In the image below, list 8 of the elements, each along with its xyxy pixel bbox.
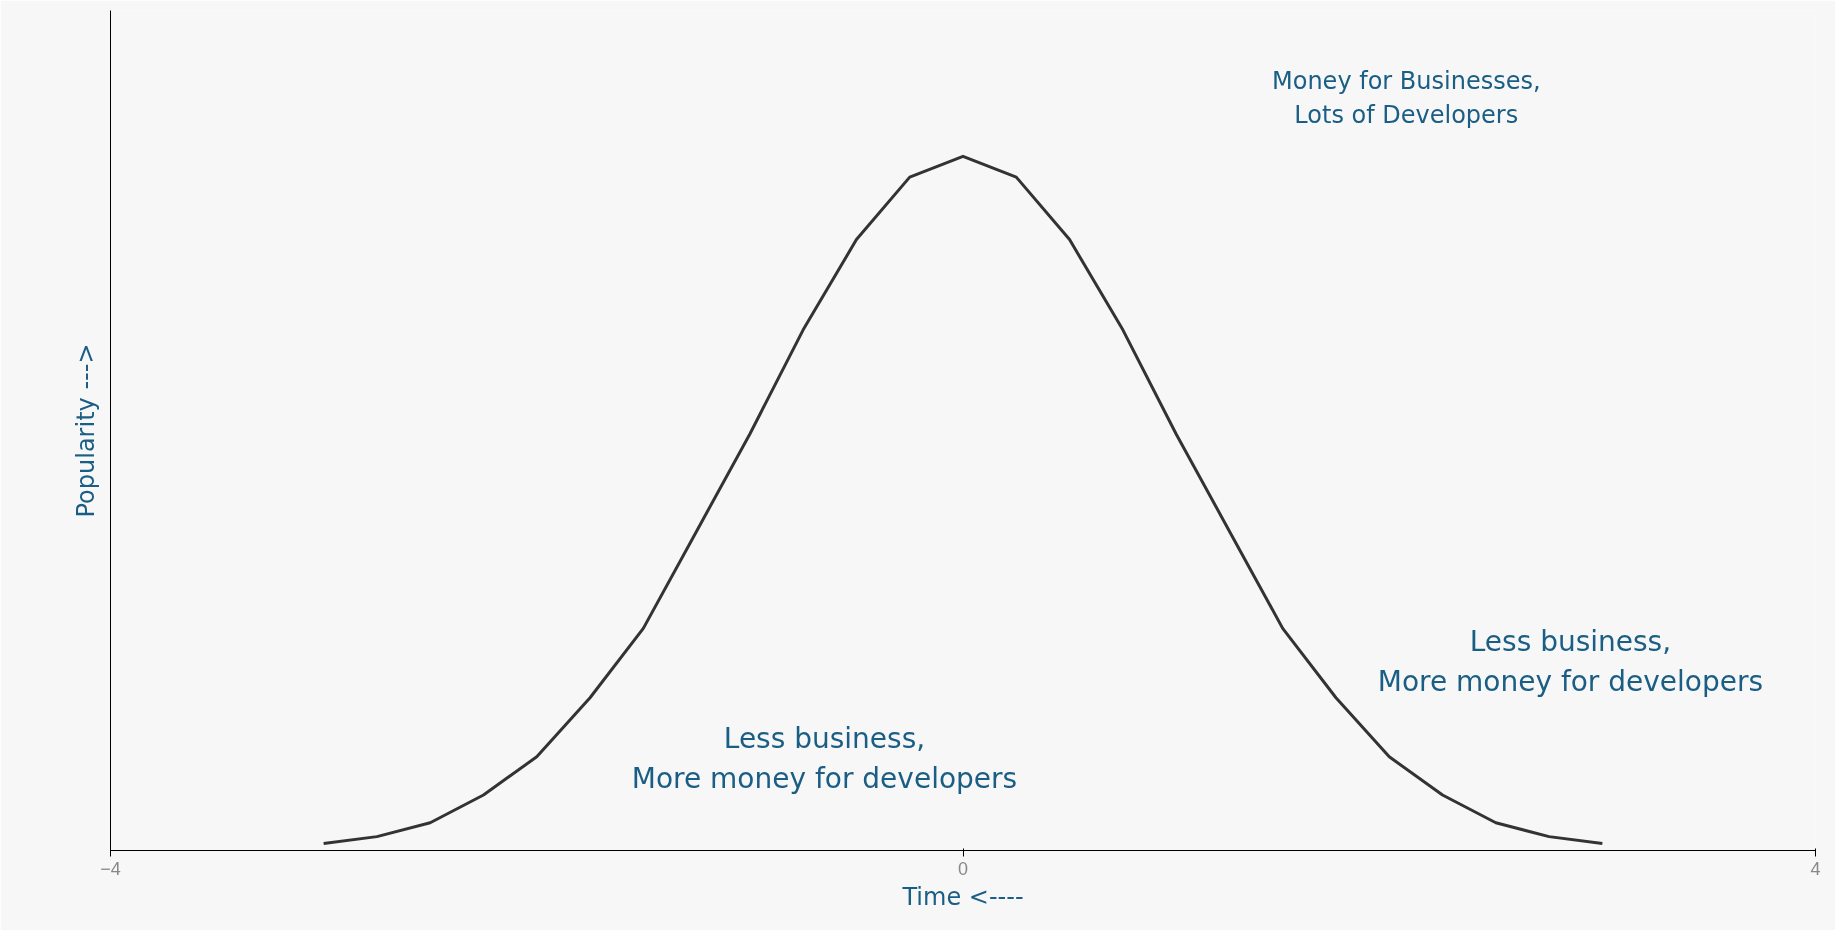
annotation: Less business, More money for developers (1377, 625, 1764, 698)
text: Money for Businesses, Lots of Developers (1272, 66, 1541, 129)
y-axis-title: Popularity ---> (71, 343, 100, 518)
x-axis-title: Time <---- (901, 882, 1024, 911)
x-tick-label: 0 (957, 858, 969, 879)
x-tick-label: −4 (100, 858, 121, 879)
annotation: Less business, More money for developers (631, 722, 1018, 795)
x-tick-label: 4 (1810, 858, 1821, 879)
